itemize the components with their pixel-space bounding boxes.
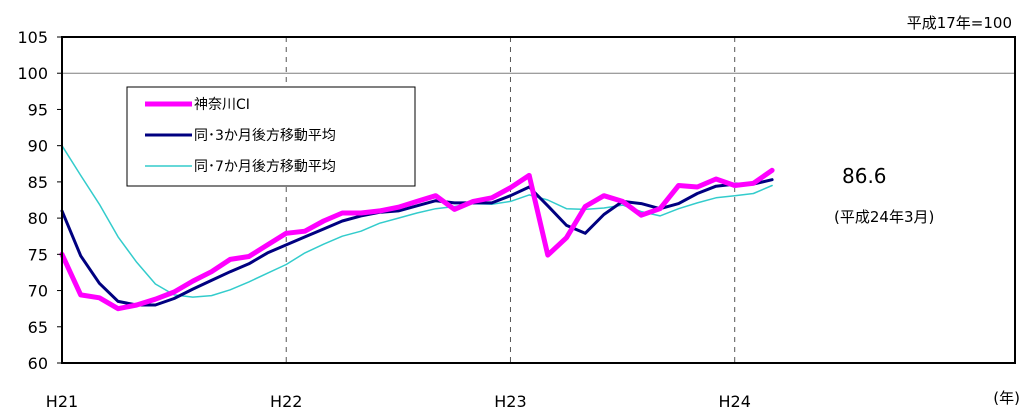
x-axis-unit: (年) xyxy=(993,389,1020,407)
base-note: 平成17年=100 xyxy=(907,14,1012,32)
x-tick-label: H23 xyxy=(494,392,526,410)
series-line-1 xyxy=(60,178,774,307)
series-lines xyxy=(59,144,775,312)
legend-label-7m-average: 同･7か月後方移動平均 xyxy=(194,159,336,175)
x-axis-ticks: H21 H22 H23 H24 xyxy=(46,392,751,410)
y-tick-label: 95 xyxy=(28,100,48,119)
y-tick-label: 100 xyxy=(17,64,48,83)
y-tick-label: 65 xyxy=(28,318,48,337)
legend-label-3m-average: 同･3か月後方移動平均 xyxy=(194,128,336,144)
annotation-latest-value: 86.6 xyxy=(842,164,887,188)
y-tick-label: 105 xyxy=(17,28,48,47)
y-tick-label: 75 xyxy=(28,245,48,264)
x-tick-label: H22 xyxy=(270,392,302,410)
legend-label-kanagawa-ci: 神奈川CI xyxy=(194,97,250,113)
annotation-latest-date: (平成24年3月) xyxy=(834,208,934,226)
series-line-0 xyxy=(59,167,775,312)
y-tick-label: 80 xyxy=(28,209,48,228)
y-tick-label: 90 xyxy=(28,137,48,156)
legend: 神奈川CI 同･3か月後方移動平均 同･7か月後方移動平均 xyxy=(126,86,416,187)
x-tick-label: H21 xyxy=(46,392,78,410)
y-axis-ticks: 60 65 70 75 80 85 90 95 100 105 xyxy=(17,28,62,373)
y-tick-label: 60 xyxy=(28,354,48,373)
y-tick-label: 85 xyxy=(28,173,48,192)
plot-frame xyxy=(61,36,1016,364)
plot-area xyxy=(62,37,1015,363)
y-tick-label: 70 xyxy=(28,282,48,301)
x-tick-label: H24 xyxy=(719,392,751,410)
